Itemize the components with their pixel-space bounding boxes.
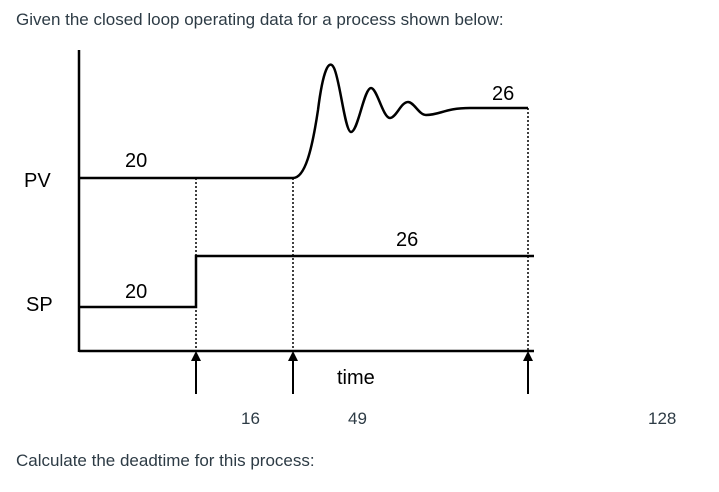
time-label: time [337, 367, 375, 389]
arrow-setpoint-change [191, 351, 201, 394]
sp-trace [79, 254, 534, 309]
pv-initial-value: 20 [125, 150, 147, 172]
sp-label: SP [26, 294, 53, 316]
question-title: Given the closed loop operating data for… [16, 10, 504, 29]
time-mark-16: 16 [241, 409, 260, 428]
pv-label: PV [24, 170, 51, 192]
question-footer: Calculate the deadtime for this process: [16, 451, 315, 470]
arrow-steady-state [523, 351, 533, 394]
arrow-response-start [288, 351, 298, 394]
sp-final-value: 26 [396, 229, 418, 251]
pv-final-value: 26 [492, 83, 514, 105]
sp-initial-value: 20 [125, 281, 147, 303]
time-mark-128: 128 [648, 409, 677, 428]
time-mark-49: 49 [348, 409, 367, 428]
pv-trace [79, 63, 528, 180]
